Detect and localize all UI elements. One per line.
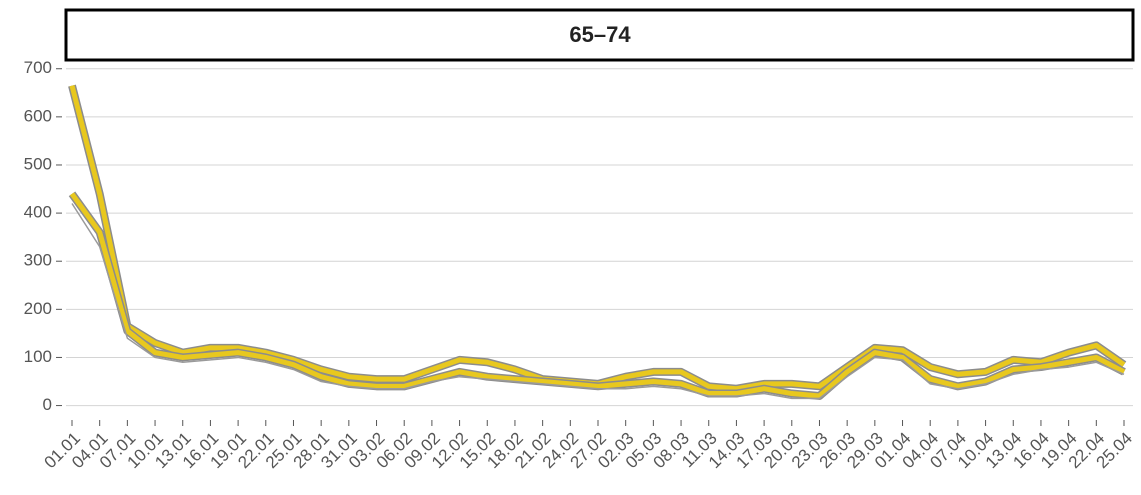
facet-strip <box>64 8 1135 62</box>
line <box>69 84 1126 392</box>
line-outline <box>68 191 1126 400</box>
y-tick-label: 300 <box>24 251 52 270</box>
y-tick-label: 400 <box>24 203 52 222</box>
y-tick-label: 500 <box>24 154 52 173</box>
facet-label: 65–74 <box>569 22 631 47</box>
line-outline <box>68 84 1127 393</box>
line <box>71 203 1125 400</box>
y-tick-label: 100 <box>24 347 52 366</box>
line <box>69 192 1126 399</box>
y-tick-label: 700 <box>24 58 52 77</box>
y-tick-label: 0 <box>43 395 52 414</box>
y-tick-label: 200 <box>24 299 52 318</box>
y-tick-label: 600 <box>24 106 52 125</box>
